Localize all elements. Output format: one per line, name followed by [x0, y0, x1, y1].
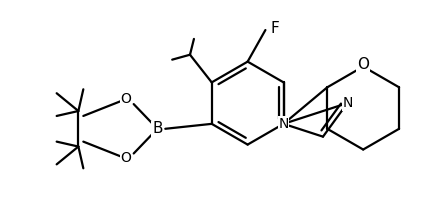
Text: N: N — [342, 96, 353, 110]
Text: N: N — [278, 117, 289, 131]
Text: O: O — [357, 57, 369, 72]
Text: B: B — [152, 121, 163, 136]
Text: O: O — [120, 151, 131, 165]
Text: F: F — [271, 21, 280, 36]
Text: O: O — [120, 92, 131, 106]
